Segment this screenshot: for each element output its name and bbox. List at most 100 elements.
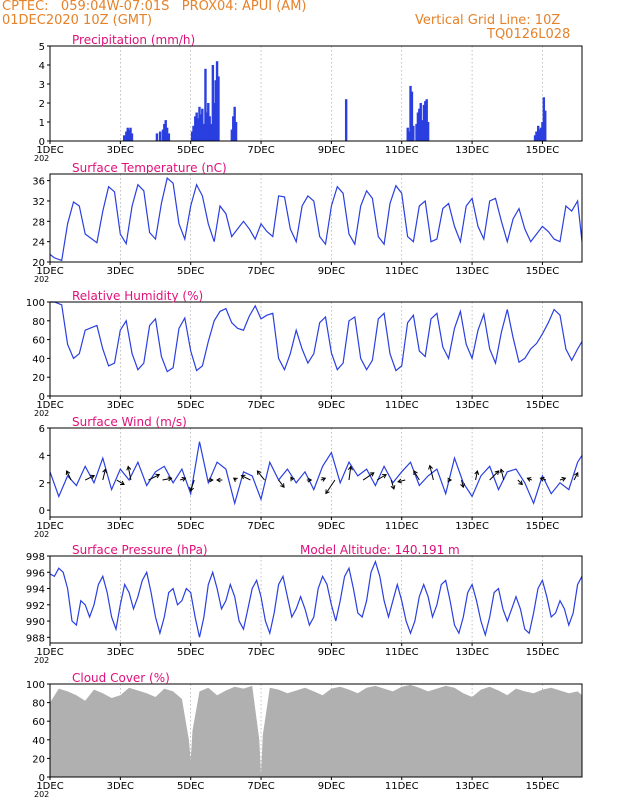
- y-tick-label: 0: [39, 392, 45, 403]
- x-tick-label: 9DEC: [318, 647, 345, 658]
- wind-arrow: [489, 470, 500, 481]
- precip-bar: [202, 123, 206, 141]
- precip-bar: [155, 133, 159, 141]
- precip-bar: [213, 103, 216, 141]
- wind-arrow-head: [347, 465, 353, 471]
- x-year-fragment: 202: [34, 656, 49, 665]
- wind-arrow-head: [518, 480, 523, 486]
- header-grid-note: Vertical Grid Line: 10Z: [415, 13, 561, 28]
- series-line: [49, 441, 583, 506]
- x-tick-label: 7DEC: [247, 521, 274, 532]
- x-tick-label: 15DEC: [526, 521, 560, 532]
- x-tick-label: 15DEC: [526, 400, 560, 411]
- precip-bar: [211, 65, 215, 141]
- y-tick-label: 0: [39, 506, 45, 517]
- panel-frame: [49, 683, 583, 778]
- wind-arrow-head: [499, 468, 505, 474]
- precip-bar: [215, 61, 219, 142]
- y-tick-label: 990: [26, 617, 45, 628]
- x-tick-label: 5DEC: [177, 647, 204, 658]
- y-tick-label: 5: [39, 42, 45, 53]
- x-tick-label: 9DEC: [318, 400, 345, 411]
- wind-arrow: [397, 479, 406, 483]
- wind-arrow-head: [240, 474, 246, 480]
- precip-bar: [217, 76, 220, 141]
- x-tick-label: 13DEC: [455, 781, 489, 792]
- x-tick-label: 13DEC: [455, 266, 489, 277]
- x-tick-label: 15DEC: [526, 647, 560, 658]
- precip-bar: [535, 131, 538, 141]
- x-tick-label: 1DEC: [36, 521, 63, 532]
- precip-bar: [209, 123, 213, 141]
- cloud-cover-area: [50, 684, 582, 777]
- y-tick-label: 20: [32, 754, 45, 765]
- x-year-fragment: 202: [34, 154, 49, 163]
- precip-bar: [201, 108, 204, 141]
- x-tick-label: 13DEC: [455, 400, 489, 411]
- precip-bar: [190, 131, 194, 141]
- wind-arrow: [540, 477, 547, 481]
- precip-bar: [419, 103, 422, 141]
- x-tick-label: 3DEC: [107, 521, 134, 532]
- y-tick-label: 0: [39, 137, 45, 148]
- precip-bar: [533, 135, 537, 141]
- wind-arrow: [148, 474, 160, 481]
- precip-bar: [422, 104, 426, 141]
- panel-title: Surface Temperature (nC): [72, 161, 227, 175]
- wind-arrow: [278, 479, 285, 488]
- series-line: [49, 559, 583, 638]
- panel-title: Surface Pressure (hPa): [72, 543, 208, 557]
- panel-title: Relative Humidity (%): [72, 289, 203, 303]
- y-tick-label: 0: [39, 773, 45, 784]
- wind-arrow-head: [155, 473, 161, 479]
- precip-bar: [410, 91, 414, 141]
- y-tick-label: 80: [32, 699, 45, 710]
- precip-bar: [164, 120, 167, 141]
- panel-frame: [49, 301, 583, 397]
- y-tick-label: 20: [32, 373, 45, 384]
- wind-arrow-head: [290, 476, 295, 482]
- wind-arrow-head: [574, 471, 579, 477]
- series-line: [50, 301, 583, 373]
- precip-bar: [208, 116, 211, 141]
- wind-arrow: [190, 479, 195, 491]
- precip-bar: [415, 123, 418, 141]
- x-tick-label: 13DEC: [455, 521, 489, 532]
- precip-bar: [544, 110, 547, 141]
- precip-bar: [406, 127, 409, 141]
- x-tick-label: 1DEC: [36, 647, 63, 658]
- precip-bar: [232, 116, 235, 141]
- x-tick-label: 15DEC: [526, 781, 560, 792]
- panel-frame: [49, 427, 583, 518]
- precip-bar: [123, 135, 126, 141]
- panel-frame: [49, 45, 583, 142]
- x-tick-label: 7DEC: [247, 647, 274, 658]
- y-tick-label: 100: [26, 680, 45, 691]
- panel-title: Surface Wind (m/s): [72, 415, 187, 429]
- y-tick-label: 4: [39, 61, 45, 72]
- x-tick-label: 3DEC: [107, 266, 134, 277]
- x-tick-label: 11DEC: [385, 647, 419, 658]
- precip-bar: [418, 108, 421, 141]
- wind-arrow-head: [539, 476, 545, 482]
- y-tick-label: 20: [32, 258, 45, 269]
- panel-title: Cloud Cover (%): [72, 671, 170, 685]
- y-tick-label: 2: [39, 99, 45, 110]
- x-year-fragment: 202: [34, 275, 49, 284]
- x-tick-label: 11DEC: [385, 781, 419, 792]
- y-tick-label: 4: [39, 451, 45, 462]
- y-tick-label: 40: [32, 354, 45, 365]
- x-tick-label: 5DEC: [177, 266, 204, 277]
- x-tick-label: 3DEC: [107, 145, 134, 156]
- wind-arrow: [84, 475, 95, 481]
- wind-arrow-head: [494, 470, 500, 476]
- precip-bar: [205, 112, 209, 141]
- wind-arrow: [102, 469, 106, 481]
- wind-arrow-head: [167, 476, 173, 482]
- wind-arrow-head: [428, 464, 433, 470]
- wind-arrow-head: [209, 477, 214, 483]
- wind-arrow-head: [397, 478, 403, 484]
- precip-bar: [194, 116, 197, 141]
- x-tick-label: 13DEC: [455, 145, 489, 156]
